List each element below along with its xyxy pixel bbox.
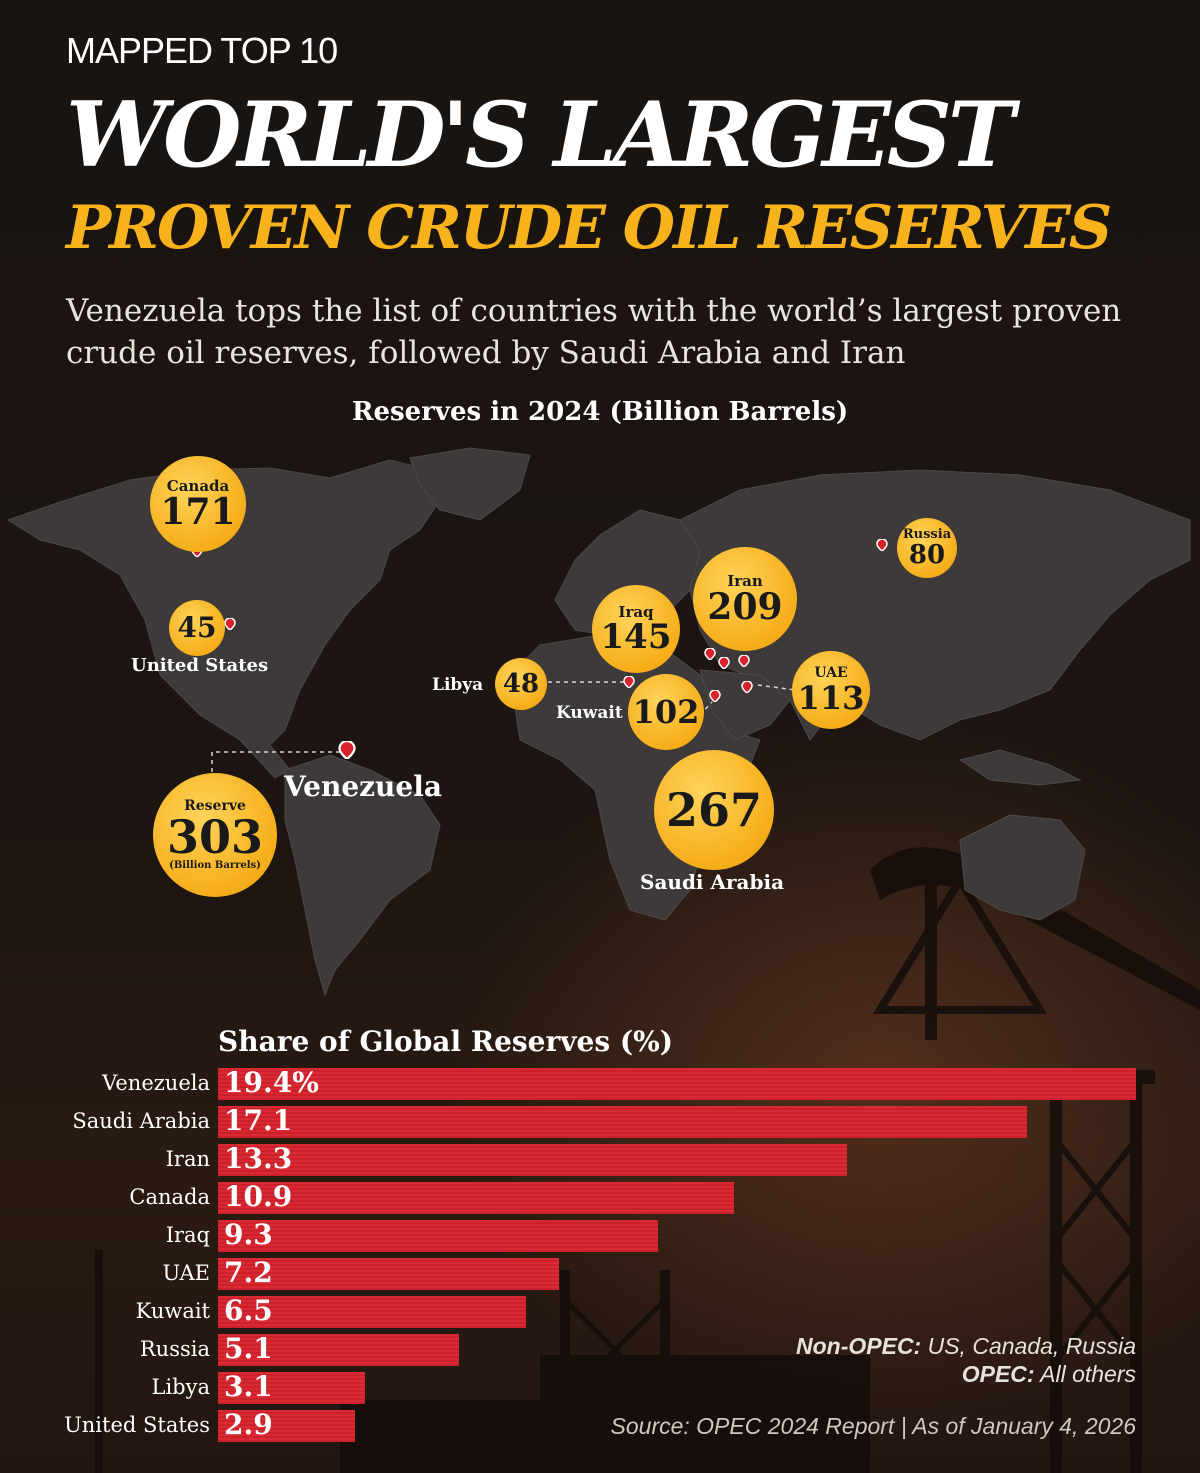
- bubble-value: 102: [632, 693, 700, 731]
- bubble-russia: Russia 80: [897, 518, 957, 578]
- bar-category-label: Venezuela: [102, 1071, 210, 1095]
- bar-category-label: Iraq: [165, 1223, 210, 1247]
- bubble-value: 267: [665, 783, 763, 837]
- label-united-states: United States: [131, 655, 269, 676]
- map-pin-icon: [623, 676, 635, 688]
- southeast-asia-islands: [958, 749, 1082, 786]
- bar-value-label: 7.2: [224, 1256, 273, 1289]
- note-non-opec: Non-OPEC: US, Canada, Russia: [796, 1333, 1136, 1360]
- bubble-value: 145: [600, 617, 672, 658]
- bar: [218, 1296, 526, 1328]
- note-non-opec-value: US, Canada, Russia: [927, 1333, 1136, 1359]
- bar: [218, 1182, 734, 1214]
- label-saudi-arabia: Saudi Arabia: [640, 870, 785, 894]
- bubble-libya: 48: [495, 658, 547, 710]
- bubble-country: Iraq: [618, 602, 654, 621]
- arabian-peninsula-landmass: [699, 669, 791, 741]
- bar: [218, 1334, 459, 1366]
- bar-category-label: Saudi Arabia: [72, 1109, 210, 1133]
- bubble-country: Canada: [166, 476, 230, 495]
- bar-chart-title: Share of Global Reserves (%): [218, 1025, 673, 1058]
- australia-landmass: [959, 814, 1086, 921]
- bubble-value: 80: [908, 540, 946, 571]
- bubble-uae: UAE 113: [792, 651, 870, 729]
- bar-value-label: 17.1: [224, 1104, 293, 1137]
- bubble-unit: (Billion Barrels): [169, 860, 261, 872]
- bar: [218, 1372, 365, 1404]
- bar-value-label: 3.1: [224, 1370, 273, 1403]
- map-pin-icon: [738, 655, 750, 667]
- bubble-value: 303: [166, 810, 264, 865]
- bar-value-label: 9.3: [224, 1218, 273, 1251]
- note-opec-value: All others: [1040, 1361, 1136, 1387]
- source-line: Source: OPEC 2024 Report | As of January…: [610, 1413, 1136, 1439]
- bubble-saudi-arabia: 267: [654, 750, 774, 870]
- bubble-canada: Canada 171: [150, 456, 246, 552]
- bubble-value: 171: [160, 491, 236, 534]
- bubble-united-states: 45: [169, 600, 225, 656]
- bubble-country: Russia: [902, 526, 952, 542]
- title-line-1: WORLD'S LARGEST: [66, 82, 1015, 188]
- north-america-landmass: [6, 459, 441, 779]
- bar: [218, 1220, 658, 1252]
- bar: [218, 1106, 1027, 1138]
- greenland-landmass: [409, 447, 531, 521]
- bubble-value: 48: [502, 669, 540, 699]
- bubble-venezuela: Reserve 303 (Billion Barrels): [153, 773, 277, 897]
- south-america-landmass: [284, 754, 441, 997]
- map-pin-icon: [876, 539, 888, 551]
- map-pin-icon: [709, 690, 721, 702]
- bar-value-label: 2.9: [224, 1408, 273, 1441]
- bubble-iraq: Iraq 145: [592, 585, 680, 673]
- subtitle: Venezuela tops the list of countries wit…: [66, 293, 1122, 371]
- map-pin-icon: [704, 648, 716, 660]
- bubble-country: UAE: [814, 665, 848, 682]
- map-heading: Reserves in 2024 (Billion Barrels): [351, 397, 849, 427]
- bar-value-label: 19.4%: [224, 1066, 319, 1099]
- bar-value-label: 6.5: [224, 1294, 273, 1327]
- bar-value-label: 13.3: [224, 1142, 293, 1175]
- bar: [218, 1144, 847, 1176]
- note-opec: OPEC: All others: [962, 1361, 1136, 1388]
- bar: [218, 1410, 355, 1442]
- bar-category-label: Canada: [129, 1185, 210, 1209]
- bubble-iran: Iran 209: [693, 547, 797, 651]
- bubble-caption: Reserve: [184, 797, 246, 814]
- label-libya: Libya: [432, 675, 484, 695]
- map-pin-icon: [741, 681, 753, 693]
- map-pin-icon: [224, 618, 236, 630]
- note-opec-label: OPEC:: [961, 1361, 1035, 1387]
- bubble-value: 113: [797, 678, 865, 717]
- bar-category-label: Iran: [165, 1147, 210, 1171]
- bar-category-label: Russia: [139, 1337, 210, 1361]
- bubble-value: 45: [177, 611, 217, 644]
- bubble-value: 209: [707, 586, 783, 629]
- note-non-opec-label: Non-OPEC:: [796, 1333, 922, 1359]
- bar-category-label: United States: [64, 1413, 210, 1437]
- bar: [218, 1068, 1136, 1100]
- bar-value-label: 10.9: [224, 1180, 293, 1213]
- label-venezuela: Venezuela: [284, 770, 442, 803]
- bar-category-label: Libya: [151, 1375, 211, 1399]
- eyebrow-label: MAPPED TOP 10: [66, 30, 338, 71]
- map-pin-icon: [718, 657, 730, 669]
- label-kuwait: Kuwait: [556, 703, 623, 723]
- bar: [218, 1258, 559, 1290]
- map-pin-icon: [338, 741, 356, 759]
- bar-category-label: Kuwait: [135, 1299, 210, 1323]
- bubble-country: Iran: [727, 571, 763, 590]
- bubble-kuwait: 102: [628, 674, 704, 750]
- bar-value-label: 5.1: [224, 1332, 273, 1365]
- bar-category-label: UAE: [162, 1261, 210, 1285]
- title-line-2: PROVEN CRUDE OIL RESERVES: [66, 193, 1112, 263]
